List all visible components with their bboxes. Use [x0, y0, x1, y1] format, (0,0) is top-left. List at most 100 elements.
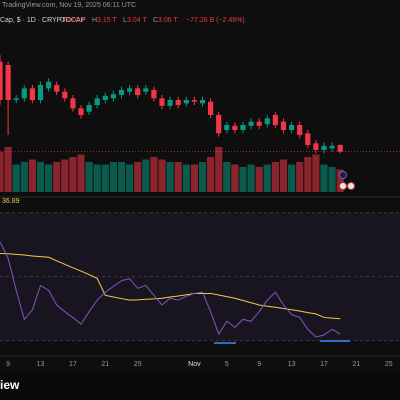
event-icon: [347, 182, 355, 190]
x-tick-label: 21: [353, 361, 361, 368]
volume-bar: [158, 159, 166, 192]
candle-body: [199, 100, 206, 104]
candle-body: [62, 91, 68, 99]
candle-body: [305, 133, 311, 145]
ohlc-value: 3.04 T: [127, 17, 147, 24]
candle-body: [191, 100, 197, 102]
volume-bar: [182, 164, 190, 192]
ohlc-label: O: [60, 17, 66, 24]
candle-body: [297, 125, 303, 135]
volume-bar: [20, 162, 28, 192]
x-tick-label: 17: [320, 361, 328, 368]
ohlc-label: C: [153, 17, 158, 24]
ohlc-value: 3.14 T: [65, 17, 85, 24]
volume-bar: [328, 167, 336, 192]
candle-body: [159, 98, 165, 106]
x-tick-label: 13: [288, 361, 296, 368]
candle-body: [167, 100, 173, 106]
candle-body: [13, 98, 19, 100]
volume-bar: [12, 164, 20, 192]
volume-bar: [4, 147, 12, 192]
candle-body: [321, 145, 327, 150]
candle-body: [272, 115, 278, 125]
volume-bar: [93, 164, 101, 192]
candle-body: [54, 85, 60, 92]
candle-body: [256, 121, 262, 126]
chart-icons: [214, 171, 355, 344]
change: −77.26 B (−2.46%): [186, 17, 245, 24]
x-tick-label: 17: [69, 361, 77, 368]
candle-body: [127, 88, 133, 92]
x-tick-label: 21: [101, 361, 109, 368]
volume-bar: [271, 162, 279, 192]
volume-bar: [85, 162, 93, 192]
volume-bar: [207, 157, 215, 192]
candle-body: [224, 125, 230, 130]
volume-bar: [53, 162, 61, 192]
source: TradingView.com, Nov 19, 2025 06:11 UTC: [2, 2, 136, 9]
volume-bar: [117, 162, 126, 192]
volume-bar: [28, 159, 36, 192]
volume-bar: [126, 164, 134, 192]
event-icon: [339, 171, 347, 179]
x-tick-label: 9: [6, 361, 10, 368]
candle-body: [337, 145, 343, 152]
candle-body: [29, 88, 35, 100]
candle-body: [216, 115, 222, 134]
volume-bar: [36, 162, 45, 192]
x-tick-label: 25: [385, 361, 393, 368]
candle-body: [183, 100, 189, 104]
symbol: Cap, $ · 1D · CRYPTOCAP: [0, 17, 86, 24]
rsi-ma-line: [0, 252, 341, 320]
candle-body: [329, 145, 335, 149]
candle-body: [151, 90, 157, 99]
candle-body: [37, 85, 44, 100]
candle-body: [0, 61, 3, 100]
volume-bar: [263, 164, 271, 192]
candle-body: [21, 88, 27, 99]
volume-bar: [239, 167, 247, 192]
volume-bar: [223, 162, 231, 192]
candle-body: [46, 81, 52, 89]
volume-bar: [336, 169, 344, 192]
x-tick-label: 25: [134, 361, 142, 368]
candle-body: [110, 94, 116, 99]
volume-bar: [69, 157, 77, 192]
volume-bar: [288, 164, 296, 192]
candle-body: [208, 101, 214, 115]
volume-bar: [190, 164, 198, 192]
volume-bar: [101, 164, 109, 192]
candle-body: [248, 121, 254, 126]
volume-bar: [279, 159, 288, 192]
rsi-value: 36.89: [2, 198, 20, 205]
volume-bar: [247, 164, 255, 192]
candle-body: [102, 95, 108, 100]
ohlc-value: 3.06 T: [158, 17, 178, 24]
candle-body: [94, 98, 100, 105]
candle-body: [280, 121, 287, 130]
candle-body: [86, 105, 92, 112]
ohlc-value: 3.15 T: [97, 17, 117, 24]
volume-bar: [198, 162, 207, 192]
rsi-line: [0, 241, 341, 338]
candle-body: [5, 65, 11, 100]
candle-body: [175, 100, 181, 105]
volume-bar: [134, 162, 142, 192]
volume-bar: [174, 162, 182, 192]
volume-bar: [45, 164, 53, 192]
volume-bar: [296, 162, 304, 192]
volume-bar: [109, 162, 117, 192]
logo: iew: [0, 378, 20, 392]
volume-bar: [304, 157, 312, 192]
candle-body: [118, 90, 125, 95]
volume-bar: [166, 162, 174, 192]
candle-body: [143, 88, 149, 92]
x-tick-label: Nov: [188, 361, 201, 368]
candle-body: [313, 143, 319, 150]
volume-bar: [0, 152, 4, 192]
candle-body: [70, 98, 76, 109]
volume-bar: [255, 167, 263, 192]
